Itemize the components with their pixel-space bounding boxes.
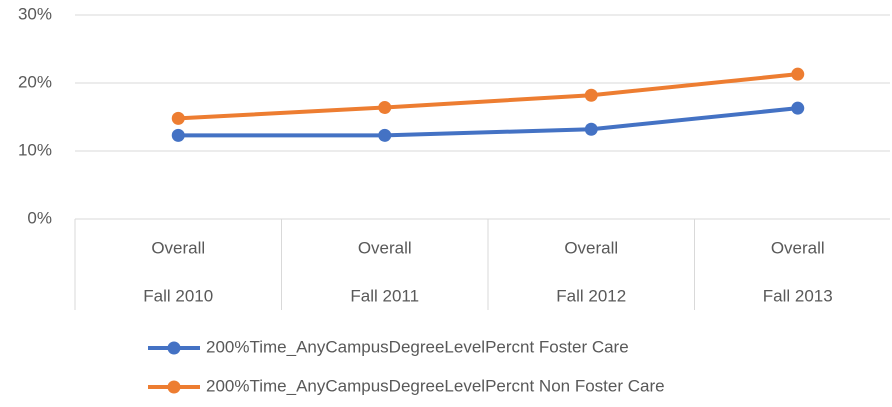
legend-marker bbox=[167, 380, 181, 394]
data-point bbox=[791, 67, 805, 81]
x-tick-label: Fall 2013 bbox=[763, 286, 833, 305]
x-tick-label: Fall 2011 bbox=[350, 286, 419, 305]
data-point bbox=[791, 101, 805, 115]
x-group-label: Overall bbox=[564, 238, 618, 257]
legend-label: 200%Time_AnyCampusDegreeLevelPercnt Non … bbox=[206, 376, 665, 395]
legend-marker bbox=[167, 341, 181, 355]
y-tick-label: 30% bbox=[18, 4, 52, 23]
y-tick-label: 0% bbox=[27, 208, 52, 227]
data-point bbox=[171, 111, 185, 125]
data-point bbox=[378, 128, 392, 142]
data-point bbox=[171, 128, 185, 142]
data-point bbox=[584, 88, 598, 102]
x-tick-label: Fall 2012 bbox=[556, 286, 626, 305]
series-line bbox=[178, 72, 798, 121]
x-group-label: Overall bbox=[358, 238, 412, 257]
legend-label: 200%Time_AnyCampusDegreeLevelPercnt Fost… bbox=[206, 337, 629, 356]
series-line bbox=[178, 106, 798, 138]
x-group-label: Overall bbox=[771, 238, 825, 257]
x-group-label: Overall bbox=[151, 238, 205, 257]
data-point bbox=[584, 122, 598, 136]
y-tick-label: 20% bbox=[18, 72, 52, 91]
x-tick-label: Fall 2010 bbox=[143, 286, 213, 305]
y-tick-label: 10% bbox=[18, 140, 52, 159]
data-point bbox=[378, 100, 392, 114]
